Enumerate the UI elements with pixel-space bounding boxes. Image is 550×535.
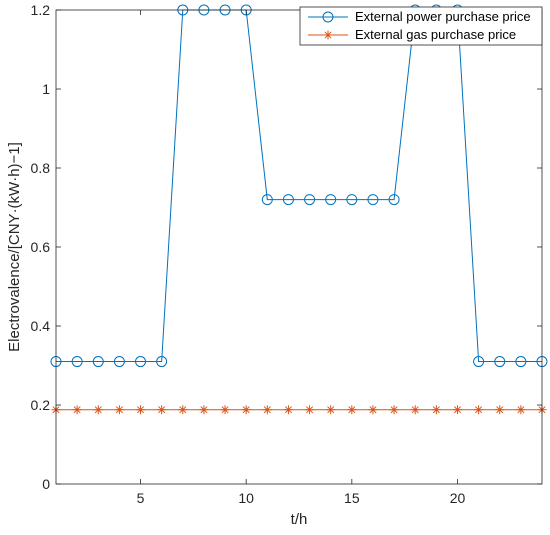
data-point-1 <box>261 194 273 206</box>
legend-marker-gas-icon <box>323 30 333 40</box>
data-point-2 <box>389 405 399 415</box>
data-point-2 <box>431 405 441 415</box>
data-point-1 <box>325 194 337 206</box>
x-tick-label: 10 <box>238 490 254 506</box>
data-point-2 <box>157 405 167 415</box>
data-point-2 <box>136 405 146 415</box>
legend-marker-power-icon <box>322 11 334 23</box>
legend: External power purchase price External g… <box>299 6 543 46</box>
data-point-2 <box>262 405 272 415</box>
series-1 <box>50 4 548 368</box>
data-point-1 <box>515 356 527 368</box>
data-point-1 <box>388 194 400 206</box>
y-tick-label: 0.6 <box>31 239 51 255</box>
y-axis-label: Electrovalence/[CNY·(kW·h)−1] <box>6 142 23 352</box>
data-point-2 <box>410 405 420 415</box>
data-point-2 <box>114 405 124 415</box>
series-layer <box>50 4 548 415</box>
y-tick-label: 0 <box>42 476 50 492</box>
data-point-1 <box>473 356 485 368</box>
y-tick-label: 0.8 <box>31 160 51 176</box>
data-point-2 <box>283 405 293 415</box>
data-point-1 <box>113 356 125 368</box>
data-point-2 <box>93 405 103 415</box>
data-point-1 <box>304 194 316 206</box>
data-point-1 <box>494 356 506 368</box>
data-point-2 <box>474 405 484 415</box>
y-tick-label: 0.4 <box>31 318 51 334</box>
legend-box <box>299 6 543 46</box>
data-point-2 <box>199 405 209 415</box>
data-point-1 <box>92 356 104 368</box>
data-point-2 <box>452 405 462 415</box>
data-point-2 <box>178 405 188 415</box>
data-point-2 <box>220 405 230 415</box>
data-point-2 <box>241 405 251 415</box>
x-tick-label: 15 <box>344 490 360 506</box>
y-tick-label: 1 <box>42 81 50 97</box>
x-axis-label: t/h <box>291 511 308 528</box>
data-point-2 <box>305 405 315 415</box>
data-point-1 <box>282 194 294 206</box>
data-point-1 <box>346 194 358 206</box>
legend-label-gas: External gas purchase price <box>355 27 516 42</box>
data-point-2 <box>72 405 82 415</box>
y-tick-label: 1.2 <box>31 2 51 18</box>
data-point-2 <box>326 405 336 415</box>
plot-frame <box>55 9 543 485</box>
legend-star-mark <box>323 30 333 40</box>
y-tick-label: 0.2 <box>31 397 51 413</box>
data-point-2 <box>495 405 505 415</box>
series-line-1 <box>56 9 542 363</box>
data-point-1 <box>367 194 379 206</box>
data-point-2 <box>516 405 526 415</box>
data-point-1 <box>71 356 83 368</box>
x-tick-label: 5 <box>137 490 145 506</box>
data-point-1 <box>135 356 147 368</box>
legend-label-power: External power purchase price <box>355 9 531 24</box>
x-tick-label: 20 <box>450 490 466 506</box>
data-point-1 <box>156 356 168 368</box>
data-point-2 <box>347 405 357 415</box>
series-2 <box>51 405 547 415</box>
data-point-2 <box>368 405 378 415</box>
plot-area <box>56 10 542 484</box>
